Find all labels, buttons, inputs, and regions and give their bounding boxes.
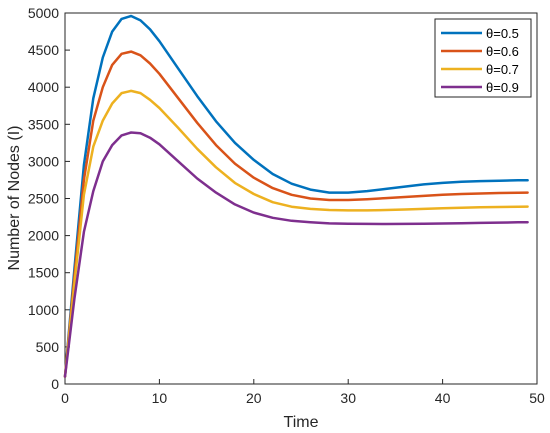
y-axis-title: Number of Nodes (I) — [6, 126, 23, 271]
y-tick-label: 1500 — [28, 265, 59, 281]
x-tick-label: 0 — [61, 390, 69, 406]
series-lines — [63, 14, 529, 378]
legend: θ=0.5 θ=0.6 θ=0.7 θ=0.9 — [434, 18, 532, 98]
axis-ticks: 0 10 20 30 40 5005001000150020002500300035004… — [28, 5, 545, 406]
x-tick-label: 50 — [529, 390, 545, 406]
x-axis-title: Time — [284, 414, 319, 431]
y-tick-label: 4000 — [28, 79, 59, 95]
x-tick-label: 10 — [152, 390, 168, 406]
y-tick-label: 3000 — [28, 153, 59, 169]
y-tick-label: 3500 — [28, 116, 59, 132]
x-tick-label: 30 — [340, 390, 356, 406]
series-line-1 — [63, 14, 529, 378]
series-line-2 — [63, 50, 529, 378]
y-tick-label: 2000 — [28, 228, 59, 244]
series-line-3 — [63, 89, 529, 378]
series-line-4 — [63, 131, 529, 378]
legend-label-2: θ=0.6 — [486, 44, 519, 59]
y-tick-label: 2500 — [28, 191, 59, 207]
y-tick-label: 500 — [36, 339, 60, 355]
y-tick-label: 1000 — [28, 302, 59, 318]
x-tick-label: 40 — [435, 390, 451, 406]
legend-label-1: θ=0.5 — [486, 26, 519, 41]
legend-label-4: θ=0.9 — [486, 80, 519, 95]
y-tick-label: 5000 — [28, 5, 59, 21]
x-tick-label: 20 — [246, 390, 262, 406]
y-tick-label: 4500 — [28, 42, 59, 58]
legend-label-3: θ=0.7 — [486, 62, 519, 77]
y-tick-label: 0 — [51, 376, 59, 392]
